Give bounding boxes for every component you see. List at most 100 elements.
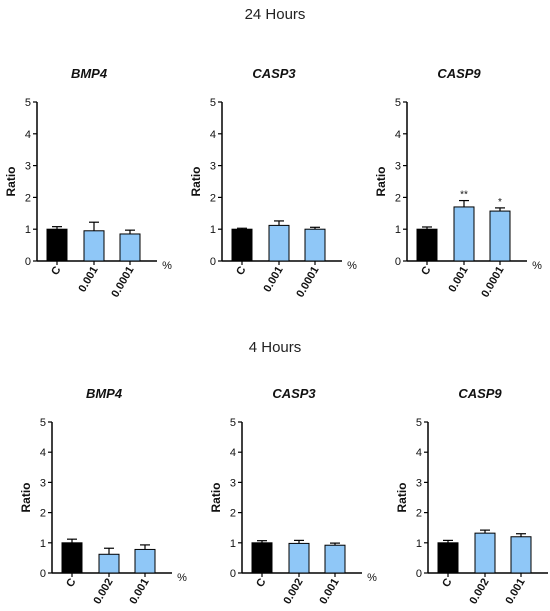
bar [474,532,496,574]
x-tick-label: 0.002 [281,577,305,607]
y-tick-label: 5 [40,417,46,429]
unit-label: % [162,260,172,272]
y-tick-label: 0 [395,256,401,268]
x-tick-label: C [440,576,454,589]
bar-chart-4: CASP3 0 1 2 3 4 5 Ratio C 0.002 0.001% [209,386,377,606]
bar [416,228,438,262]
bar [510,536,532,574]
y-tick-label: 1 [416,538,422,550]
bar [61,542,83,574]
bar [98,553,120,574]
y-tick-label: 1 [395,224,401,236]
bar [231,228,253,262]
bar [288,542,310,574]
bar [83,230,105,262]
chart-title: CASP3 [252,66,296,81]
y-tick-label: 3 [210,161,216,173]
bar [324,544,346,574]
y-tick-label: 1 [210,224,216,236]
bar-chart-2: CASP9 0 1 2 3 4 5 Ratio C ** 0.001 * 0.0001% [374,66,542,300]
y-tick-label: 3 [230,477,236,489]
significance-label: * [498,197,502,208]
y-tick-label: 4 [210,129,216,141]
chart-title: BMP4 [71,66,108,81]
chart-title: BMP4 [86,386,123,401]
bar [251,542,273,574]
y-tick-label: 4 [25,129,31,141]
x-tick-label: 0.001 [127,577,151,607]
bar [453,206,475,262]
bar [304,228,326,262]
bar-chart-1: CASP3 0 1 2 3 4 5 Ratio C 0.001 0.0001% [189,66,357,300]
y-tick-label: 1 [25,224,31,236]
x-tick-label: C [254,576,268,589]
x-tick-label: 0.0001 [294,265,321,300]
y-tick-label: 1 [40,538,46,550]
y-tick-label: 2 [40,508,46,520]
bar [46,228,68,262]
y-tick-label: 4 [416,447,422,459]
bar-chart-0: BMP4 0 1 2 3 4 5 Ratio C 0.001 0.0001% [4,66,172,300]
y-tick-label: 0 [416,568,422,580]
y-tick-label: 4 [230,447,236,459]
unit-label: % [347,260,357,272]
y-tick-label: 5 [210,97,216,109]
chart-title: CASP9 [458,386,502,401]
y-tick-label: 5 [25,97,31,109]
x-tick-label: 0.002 [467,577,491,607]
y-axis-label: Ratio [395,483,409,513]
y-tick-label: 2 [416,508,422,520]
significance-label: ** [460,190,468,201]
y-axis-label: Ratio [189,167,203,197]
y-tick-label: 4 [395,129,401,141]
unit-label: % [367,572,377,584]
y-tick-label: 4 [40,447,46,459]
y-tick-label: 0 [40,568,46,580]
x-tick-label: C [64,576,78,589]
chart-panels: BMP4 0 1 2 3 4 5 Ratio C 0.001 0.0001 % CASP3 0 1 2 3 4 5 R… [4,66,548,607]
y-tick-label: 0 [210,256,216,268]
bar [119,233,141,262]
y-tick-label: 3 [416,477,422,489]
y-axis-label: Ratio [4,167,18,197]
x-tick-label: 0.0001 [479,265,506,300]
y-axis-label: Ratio [19,483,33,513]
x-tick-label: 0.0001 [109,265,136,300]
chart-title: CASP3 [272,386,316,401]
y-tick-label: 3 [395,161,401,173]
x-tick-label: 0.001 [503,577,527,607]
y-tick-label: 0 [230,568,236,580]
bar [134,548,156,574]
x-tick-label: C [419,264,433,277]
y-tick-label: 1 [230,538,236,550]
section-title-24-hours: 24 Hours [245,6,306,23]
x-tick-label: 0.001 [446,265,470,295]
x-tick-label: 0.001 [76,265,100,295]
y-axis-label: Ratio [374,167,388,197]
bar [268,224,290,262]
y-tick-label: 2 [230,508,236,520]
y-tick-label: 0 [25,256,31,268]
chart-title: CASP9 [437,66,481,81]
bar [489,210,511,262]
y-tick-label: 5 [230,417,236,429]
y-tick-label: 2 [25,192,31,204]
bar [437,542,459,574]
y-tick-label: 3 [40,477,46,489]
y-axis-label: Ratio [209,483,223,513]
x-tick-label: 0.001 [317,577,341,607]
unit-label: % [532,260,542,272]
x-tick-label: 0.001 [261,265,285,295]
y-tick-label: 3 [25,161,31,173]
x-tick-label: C [234,264,248,277]
y-tick-label: 5 [395,97,401,109]
unit-label: % [177,572,187,584]
y-tick-label: 2 [395,192,401,204]
x-tick-label: C [49,264,63,277]
x-tick-label: 0.002 [91,577,115,607]
y-tick-label: 2 [210,192,216,204]
y-tick-label: 5 [416,417,422,429]
section-title-4-hours: 4 Hours [249,339,302,356]
